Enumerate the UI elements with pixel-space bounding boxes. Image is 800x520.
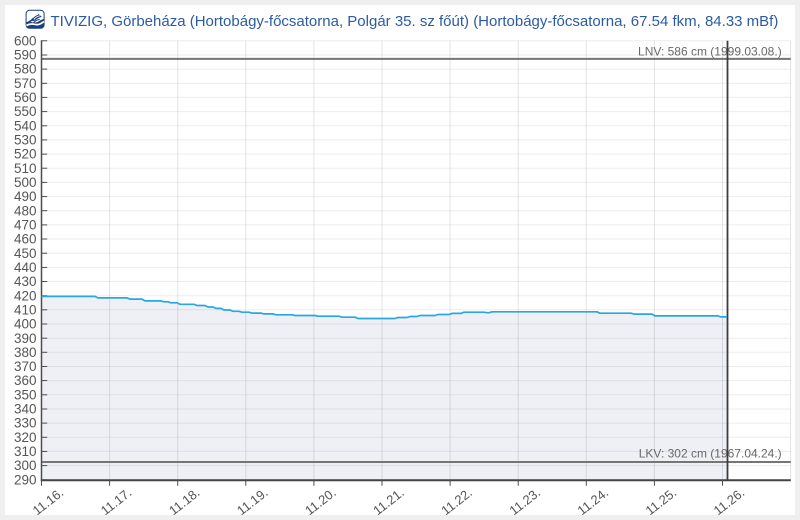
svg-text:310: 310 xyxy=(14,444,37,459)
svg-text:11.18.: 11.18. xyxy=(166,485,203,515)
svg-text:11.19.: 11.19. xyxy=(234,485,271,515)
svg-text:550: 550 xyxy=(14,104,37,119)
svg-text:540: 540 xyxy=(14,118,37,133)
svg-text:590: 590 xyxy=(14,48,37,63)
svg-text:11.25.: 11.25. xyxy=(643,485,680,515)
svg-text:570: 570 xyxy=(14,76,37,91)
svg-text:290: 290 xyxy=(14,472,37,487)
svg-text:600: 600 xyxy=(14,33,37,48)
svg-text:11.26.: 11.26. xyxy=(711,485,748,515)
svg-text:LNV: 586 cm (1999.03.08.): LNV: 586 cm (1999.03.08.) xyxy=(638,44,782,58)
svg-text:440: 440 xyxy=(14,260,37,275)
svg-text:11.23.: 11.23. xyxy=(506,485,543,515)
svg-text:400: 400 xyxy=(14,317,37,332)
svg-text:520: 520 xyxy=(14,147,37,162)
svg-text:380: 380 xyxy=(14,345,37,360)
svg-text:490: 490 xyxy=(14,189,37,204)
svg-text:340: 340 xyxy=(14,402,37,417)
svg-text:410: 410 xyxy=(14,302,37,317)
svg-text:11.20.: 11.20. xyxy=(302,485,339,515)
svg-text:430: 430 xyxy=(14,274,37,289)
svg-text:360: 360 xyxy=(14,373,37,388)
svg-text:11.21.: 11.21. xyxy=(370,485,407,515)
svg-text:11.24.: 11.24. xyxy=(574,485,611,515)
svg-text:580: 580 xyxy=(14,62,37,77)
svg-text:420: 420 xyxy=(14,288,37,303)
svg-text:TIVIZIG, Görbeháza (Hortobágy-: TIVIZIG, Görbeháza (Hortobágy-főcsatorna… xyxy=(51,13,779,30)
svg-text:300: 300 xyxy=(14,458,37,473)
svg-text:350: 350 xyxy=(14,387,37,402)
svg-text:450: 450 xyxy=(14,246,37,261)
svg-text:510: 510 xyxy=(14,161,37,176)
svg-text:320: 320 xyxy=(14,430,37,445)
svg-text:470: 470 xyxy=(14,218,37,233)
svg-text:480: 480 xyxy=(14,203,37,218)
svg-text:560: 560 xyxy=(14,90,37,105)
svg-text:11.16.: 11.16. xyxy=(30,485,67,515)
svg-text:11.22.: 11.22. xyxy=(438,485,475,515)
svg-text:530: 530 xyxy=(14,133,37,148)
svg-text:390: 390 xyxy=(14,331,37,346)
svg-text:500: 500 xyxy=(14,175,37,190)
svg-text:370: 370 xyxy=(14,359,37,374)
svg-text:330: 330 xyxy=(14,416,37,431)
svg-text:11.17.: 11.17. xyxy=(98,485,135,515)
svg-text:LKV: 302 cm (1967.04.24.): LKV: 302 cm (1967.04.24.) xyxy=(639,446,782,460)
svg-text:460: 460 xyxy=(14,232,37,247)
